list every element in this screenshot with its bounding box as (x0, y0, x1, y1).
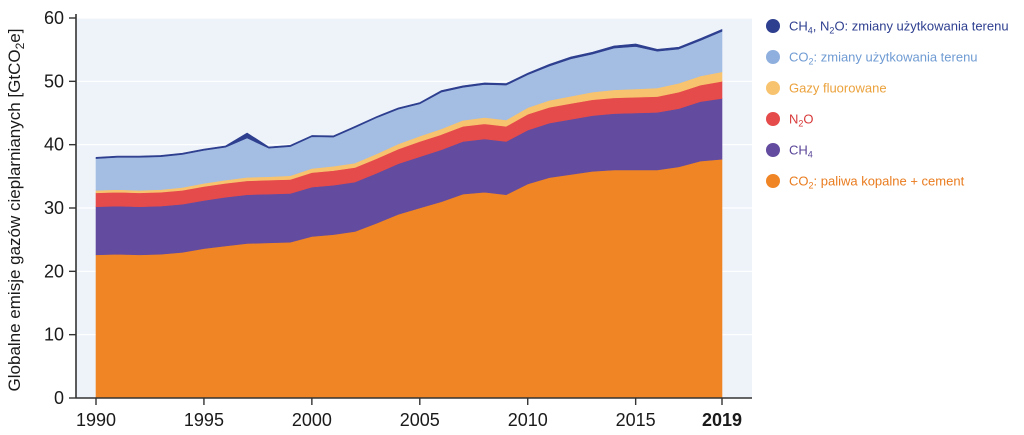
x-tick-label-2005: 2005 (400, 410, 440, 430)
x-tick-label-1995: 1995 (184, 410, 224, 430)
y-axis-label: Globalne emisje gazów cieplarnianych [Gt… (5, 29, 27, 392)
legend-label-0: CH4, N2O: zmiany użytkowania terenu (789, 19, 1009, 36)
y-tick-label-10: 10 (44, 325, 64, 345)
y-tick-label-40: 40 (44, 135, 64, 155)
legend-swatch-2 (766, 81, 780, 95)
y-tick-label-0: 0 (54, 388, 64, 408)
legend: CH4, N2O: zmiany użytkowania terenu CO2: … (766, 19, 1009, 191)
legend-swatch-3 (766, 112, 780, 126)
x-tick-label-2015: 2015 (616, 410, 656, 430)
legend-swatch-1 (766, 50, 780, 64)
area-series (95, 29, 723, 399)
y-tick-label-60: 60 (44, 8, 64, 28)
legend-label-5: CO2: paliwa kopalne + cement (789, 174, 965, 191)
x-tick-label-2010: 2010 (508, 410, 548, 430)
y-tick-label-30: 30 (44, 198, 64, 218)
legend-label-4: CH4 (789, 143, 813, 160)
y-tick-label-50: 50 (44, 71, 64, 91)
axes: 0 10 20 30 40 50 60 1990 1995 2000 2005 2010 2015 201… (5, 8, 752, 430)
x-tick-label-2000: 2000 (292, 410, 332, 430)
legend-label-2: Gazy fluorowane (789, 81, 887, 96)
legend-swatch-0 (766, 19, 780, 33)
legend-swatch-5 (766, 174, 780, 188)
legend-label-3: N2O (789, 112, 814, 129)
x-tick-label-2019: 2019 (702, 410, 742, 430)
x-tick-label-1990: 1990 (76, 410, 116, 430)
legend-label-1: CO2: zmiany użytkowania terenu (789, 50, 978, 67)
y-tick-label-20: 20 (44, 261, 64, 281)
area-ch4_n2o_luc (95, 29, 723, 159)
legend-swatch-4 (766, 143, 780, 157)
